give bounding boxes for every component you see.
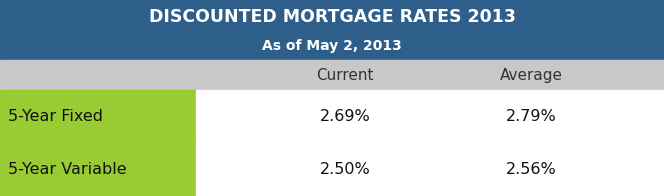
Text: 5-Year Fixed: 5-Year Fixed [8, 109, 103, 124]
Text: 2.69%: 2.69% [320, 109, 371, 124]
Bar [196, 90, 664, 143]
Bar [0, 143, 196, 196]
Text: 2.50%: 2.50% [320, 162, 371, 177]
Text: DISCOUNTED MORTGAGE RATES 2013: DISCOUNTED MORTGAGE RATES 2013 [149, 8, 515, 26]
Text: Average: Average [500, 68, 562, 83]
Bar [0, 60, 664, 90]
Bar [0, 0, 664, 60]
Text: Current: Current [317, 68, 374, 83]
Bar [196, 143, 664, 196]
Bar [0, 90, 196, 143]
Text: 5-Year Variable: 5-Year Variable [8, 162, 127, 177]
Text: 2.79%: 2.79% [506, 109, 556, 124]
Text: 2.56%: 2.56% [506, 162, 556, 177]
Text: As of May 2, 2013: As of May 2, 2013 [262, 39, 402, 53]
